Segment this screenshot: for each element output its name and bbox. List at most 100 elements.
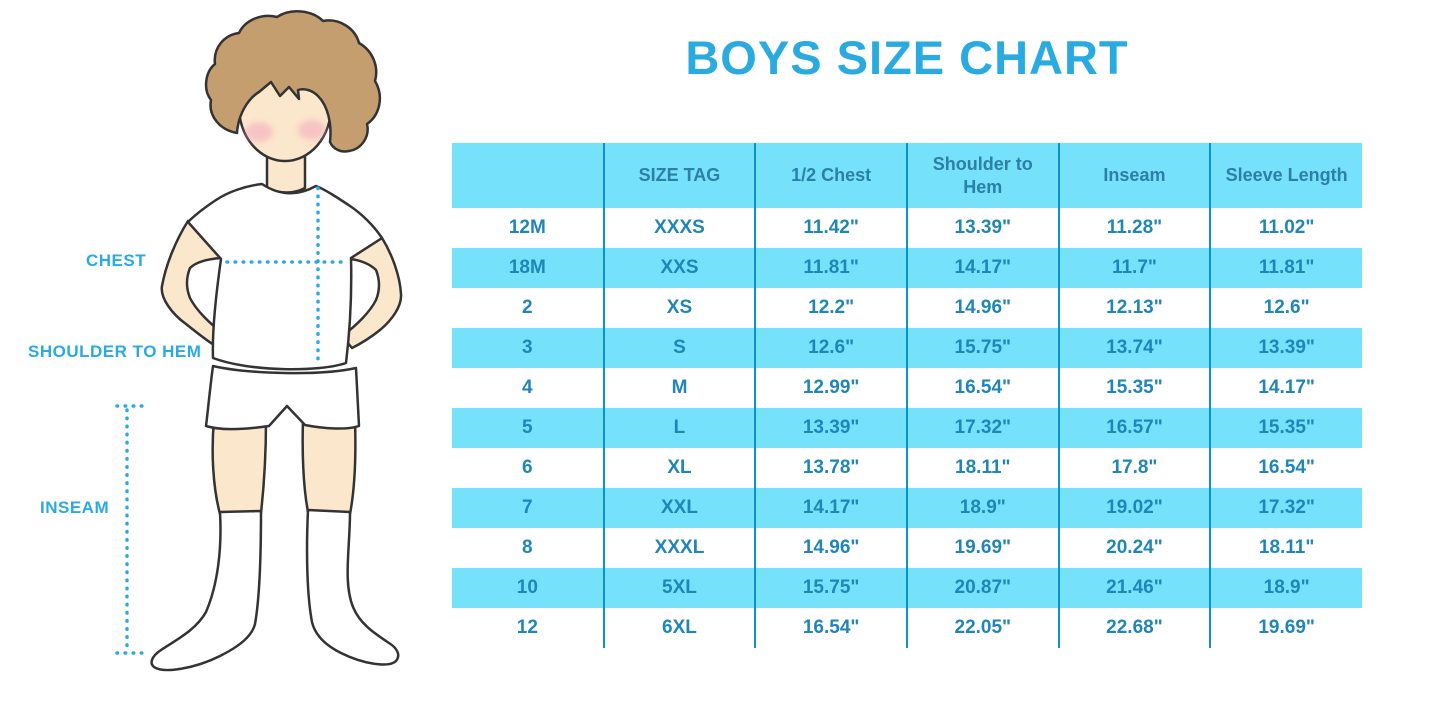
inseam-label: INSEAM [40, 498, 110, 517]
measurement-cell: 6XL [602, 608, 756, 648]
shorts [204, 364, 361, 431]
measurement-cell: 17.8" [1057, 448, 1211, 488]
left-arm [160, 219, 226, 347]
column-header: 1/2 Chest [754, 143, 907, 208]
measurement-cell: 20.87" [905, 568, 1059, 608]
measurement-cell: 14.17" [905, 248, 1059, 288]
measurement-cell: 14.96" [905, 288, 1059, 328]
measurement-cell: 17.32" [905, 408, 1059, 448]
size-cell: 3 [452, 328, 604, 368]
measurement-cell: XL [602, 448, 756, 488]
measurement-cell: 16.54" [905, 368, 1059, 408]
column-header: SIZE TAG [602, 143, 756, 208]
measurement-cell: 16.54" [754, 608, 907, 648]
measurement-cell: 11.28" [1057, 208, 1211, 248]
measurement-cell: 11.02" [1209, 208, 1362, 248]
measurement-cell: 13.78" [754, 448, 907, 488]
header-row: SIZE TAG 1/2 Chest Shoulder to Hem Inseam Sl… [452, 143, 1362, 208]
column-header: Inseam [1057, 143, 1211, 208]
size-cell: 12 [516, 617, 538, 638]
table-row: 2 XS 12.2" 14.96" 12.13" 12.6" [452, 288, 1362, 328]
size-cell: 18M [452, 248, 604, 288]
measurement-cell: 15.75" [905, 328, 1059, 368]
measurement-cell: 19.69" [1209, 608, 1362, 648]
size-cell: 10 [452, 568, 604, 608]
right-arm [340, 236, 403, 350]
measurement-cell: 20.24" [1057, 528, 1211, 568]
hair [204, 10, 382, 153]
measurement-cell: 11.7" [1057, 248, 1211, 288]
left-sock [150, 509, 263, 672]
measurement-cell: 15.35" [1209, 408, 1362, 448]
measurement-cell: 14.96" [754, 528, 907, 568]
chest-label: CHEST [86, 251, 147, 270]
measurement-cell: 18.9" [905, 488, 1059, 528]
measurement-cell: 17.32" [1209, 488, 1362, 528]
table-row: 3 S 12.6" 15.75" 13.74" 13.39" [452, 328, 1362, 368]
right-blush [298, 120, 326, 140]
column-header [452, 143, 604, 208]
measurement-cell: XS [602, 288, 756, 328]
measurement-cell: 22.68" [1057, 608, 1211, 648]
measurement-cell: 11.81" [1209, 248, 1362, 288]
size-cell: 7 [452, 488, 604, 528]
measurement-cell: L [602, 408, 756, 448]
t-shirt [186, 182, 384, 371]
table-row: 6 XL 13.78" 18.11" 17.8" 16.54" [452, 448, 1362, 488]
size-cell: 6 [522, 457, 533, 478]
boy-illustration [150, 10, 403, 672]
column-header: Sleeve Length [1209, 143, 1362, 208]
size-table-body: 12M XXXS 11.42" 13.39" 11.28" 11.02" 18M XXS 11.… [452, 208, 1362, 648]
measurement-cell: 12.13" [1057, 288, 1211, 328]
size-cell: 4 [522, 377, 533, 398]
measurement-guides [115, 186, 347, 655]
measurement-cell: 13.39" [905, 208, 1059, 248]
measurement-cell: 11.42" [754, 208, 907, 248]
table-row: 18M XXS 11.81" 14.17" 11.7" 11.81" [452, 248, 1362, 288]
size-table-header: SIZE TAG 1/2 Chest Shoulder to Hem Inseam Sl… [452, 143, 1362, 208]
size-cell: 12M [508, 217, 546, 238]
measurement-cell: 19.69" [905, 528, 1059, 568]
table-row: 5 L 13.39" 17.32" 16.57" 15.35" [452, 408, 1362, 448]
measurement-cell: S [602, 328, 756, 368]
table-row: 4 M 12.99" 16.54" 15.35" 14.17" [452, 368, 1362, 408]
measurement-figure: CHEST SHOULDER TO HEM INSEAM [0, 0, 450, 723]
table-row: 10 5XL 15.75" 20.87" 21.46" 18.9" [452, 568, 1362, 608]
measurement-cell: 15.75" [754, 568, 907, 608]
page-title: BOYS SIZE CHART [685, 31, 1129, 84]
size-cell: 8 [522, 537, 533, 558]
measurement-cell: 5XL [602, 568, 756, 608]
measurement-cell: 13.74" [1057, 328, 1211, 368]
measurement-cell: 21.46" [1057, 568, 1211, 608]
measurement-cell: 14.17" [1209, 368, 1362, 408]
measurement-cell: XXXL [602, 528, 756, 568]
measurement-cell: 12.99" [754, 368, 907, 408]
right-sock [305, 508, 400, 666]
table-row: 7 XXL 14.17" 18.9" 19.02" 17.32" [452, 488, 1362, 528]
measurement-cell: M [602, 368, 756, 408]
measurement-cell: XXL [602, 488, 756, 528]
column-header: Shoulder to Hem [905, 143, 1059, 208]
measurement-cell: 18.11" [1209, 528, 1362, 568]
size-cell: 2 [522, 297, 533, 318]
measurement-cell: 12.6" [754, 328, 907, 368]
measurement-cell: XXXS [602, 208, 756, 248]
measurement-cell: 12.6" [1209, 288, 1362, 328]
measurement-cell: 22.05" [905, 608, 1059, 648]
measurement-cell: XXS [602, 248, 756, 288]
measurement-cell: 18.9" [1209, 568, 1362, 608]
measurement-cell: 12.2" [754, 288, 907, 328]
table-row: 8 XXXL 14.96" 19.69" 20.24" 18.11" [452, 528, 1362, 568]
measurement-cell: 13.39" [1209, 328, 1362, 368]
measurement-cell: 15.35" [1057, 368, 1211, 408]
measurement-cell: 16.54" [1209, 448, 1362, 488]
table-row: 12 6XL 16.54" 22.05" 22.68" 19.69" [452, 608, 1362, 648]
measurement-cell: 11.81" [754, 248, 907, 288]
measurement-cell: 14.17" [754, 488, 907, 528]
size-cell: 5 [452, 408, 604, 448]
measurement-cell: 16.57" [1057, 408, 1211, 448]
table-row: 12M XXXS 11.42" 13.39" 11.28" 11.02" [452, 208, 1362, 248]
size-table: SIZE TAG 1/2 Chest Shoulder to Hem Inseam Sl… [452, 143, 1362, 648]
left-blush [245, 122, 273, 142]
